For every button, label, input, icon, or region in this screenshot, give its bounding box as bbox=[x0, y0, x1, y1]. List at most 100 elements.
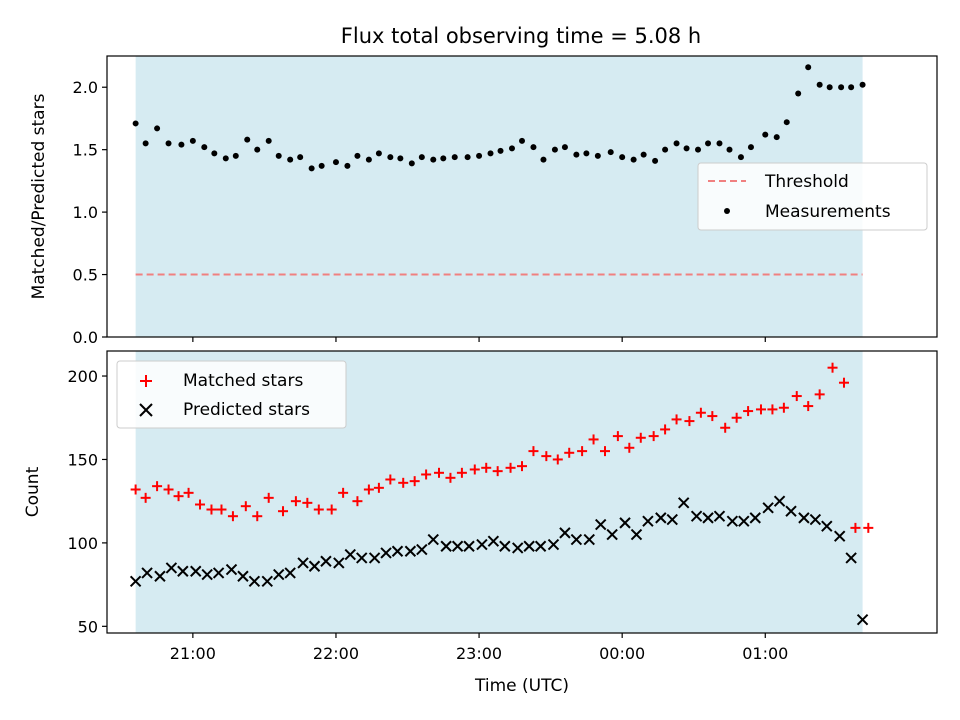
measurement-point bbox=[630, 156, 637, 163]
y-tick-label: 2.0 bbox=[73, 78, 98, 97]
matched-stars-point bbox=[456, 467, 467, 478]
matched-stars-point bbox=[743, 406, 754, 417]
x-mark-b bbox=[630, 528, 643, 541]
x-mark-b bbox=[165, 562, 178, 574]
x-mark-b bbox=[738, 515, 750, 527]
y-axis-label: Matched/Predicted stars bbox=[29, 93, 49, 299]
x-mark-b bbox=[845, 552, 857, 564]
predicted-stars-point bbox=[237, 570, 249, 582]
y-tick-label: 1.5 bbox=[73, 141, 98, 160]
x-mark-b bbox=[606, 528, 618, 541]
predicted-stars-point bbox=[284, 567, 296, 579]
x-mark-b bbox=[261, 575, 273, 587]
measurement-point bbox=[354, 152, 361, 159]
x-mark-b bbox=[749, 512, 761, 524]
measurement-point bbox=[418, 154, 425, 161]
matched-stars-point bbox=[731, 412, 742, 423]
x-mark-b bbox=[534, 540, 547, 552]
matched-stars-point bbox=[216, 504, 227, 515]
predicted-stars-point bbox=[594, 518, 607, 531]
measurement-point bbox=[476, 152, 483, 159]
matched-stars-point bbox=[707, 411, 718, 422]
matched-stars-point bbox=[481, 462, 492, 473]
measurement-point bbox=[640, 151, 647, 158]
measurement-point bbox=[673, 140, 680, 147]
x-mark-b bbox=[594, 518, 607, 531]
predicted-stars-point bbox=[440, 540, 452, 552]
matched-stars-point bbox=[140, 492, 151, 503]
measurement-point bbox=[201, 144, 208, 151]
x-mark-b bbox=[666, 513, 678, 526]
x-mark-b bbox=[368, 552, 381, 564]
measurement-point bbox=[287, 156, 294, 163]
measurement-point bbox=[297, 154, 304, 161]
predicted-stars-point bbox=[630, 528, 643, 541]
predicted-stars-point bbox=[261, 575, 273, 587]
matched-stars-point bbox=[767, 404, 778, 415]
measurement-point bbox=[540, 156, 547, 163]
x-mark-b bbox=[619, 517, 631, 529]
predicted-stars-point bbox=[427, 533, 439, 546]
predicted-stars-point bbox=[666, 513, 678, 526]
x-mark-b bbox=[583, 533, 595, 546]
matched-stars-point bbox=[263, 492, 274, 503]
y-tick-label: 150 bbox=[67, 450, 98, 469]
matched-stars-point bbox=[313, 504, 324, 515]
x-mark-b bbox=[690, 510, 703, 522]
x-mark-b bbox=[511, 542, 524, 554]
matched-stars-point bbox=[227, 511, 238, 522]
matched-stars-point bbox=[528, 446, 539, 457]
measurement-point bbox=[583, 150, 590, 157]
matched-stars-point bbox=[720, 422, 731, 433]
axes-frame bbox=[106, 350, 938, 634]
legend: Threshold Measurements bbox=[697, 162, 928, 231]
predicted-stars-point bbox=[463, 540, 475, 552]
matched-stars-point bbox=[409, 476, 420, 487]
x-mark-b bbox=[129, 575, 142, 587]
predicted-stars-point bbox=[308, 560, 321, 572]
measurement-point bbox=[551, 146, 558, 153]
predicted-stars-point bbox=[190, 565, 202, 577]
measurement-point bbox=[747, 144, 754, 151]
legend-threshold-label: Threshold bbox=[764, 172, 849, 192]
x-mark-b bbox=[476, 538, 488, 551]
measurement-point bbox=[451, 154, 458, 161]
matched-stars-point bbox=[803, 401, 814, 412]
x-mark-b bbox=[499, 540, 511, 552]
predicted-stars-point bbox=[344, 548, 356, 561]
matched-stars-point bbox=[695, 407, 706, 418]
predicted-stars-point bbox=[809, 513, 822, 526]
legend: Matched stars Predicted stars bbox=[116, 360, 347, 429]
x-mark-b bbox=[141, 567, 153, 579]
x-tick-label: 22:00 bbox=[313, 644, 359, 663]
predicted-stars-point bbox=[606, 528, 618, 541]
matched-stars-point bbox=[130, 484, 141, 495]
measurement-point bbox=[189, 137, 196, 144]
predicted-stars-point bbox=[619, 517, 631, 529]
predicted-stars-point bbox=[821, 520, 833, 532]
measurement-point bbox=[308, 165, 315, 172]
measurement-point bbox=[683, 145, 690, 152]
predicted-stars-point bbox=[356, 552, 368, 564]
x-mark-b bbox=[380, 547, 392, 559]
measurement-point bbox=[275, 152, 282, 159]
x-mark-b bbox=[785, 505, 797, 517]
predicted-stars-point bbox=[856, 613, 869, 626]
legend-predicted-swatch-b bbox=[139, 403, 153, 417]
x-tick-label: 23:00 bbox=[456, 644, 502, 663]
y-tick-label: 0.5 bbox=[73, 266, 98, 285]
x-mark-b bbox=[248, 575, 261, 587]
measurement-point bbox=[805, 64, 812, 71]
matched-stars-point bbox=[850, 522, 861, 533]
x-mark-b bbox=[344, 548, 356, 561]
matched-stars-point bbox=[827, 362, 838, 373]
measurement-point bbox=[619, 154, 626, 161]
x-mark-b bbox=[821, 520, 833, 532]
measurement-point bbox=[365, 156, 372, 163]
predicted-stars-point bbox=[201, 568, 213, 581]
predicted-stars-point bbox=[177, 565, 189, 577]
y-axis-label: Count bbox=[23, 466, 43, 517]
x-mark-b bbox=[273, 568, 285, 581]
predicted-stars-point bbox=[570, 533, 583, 546]
predicted-stars-point bbox=[212, 567, 225, 579]
